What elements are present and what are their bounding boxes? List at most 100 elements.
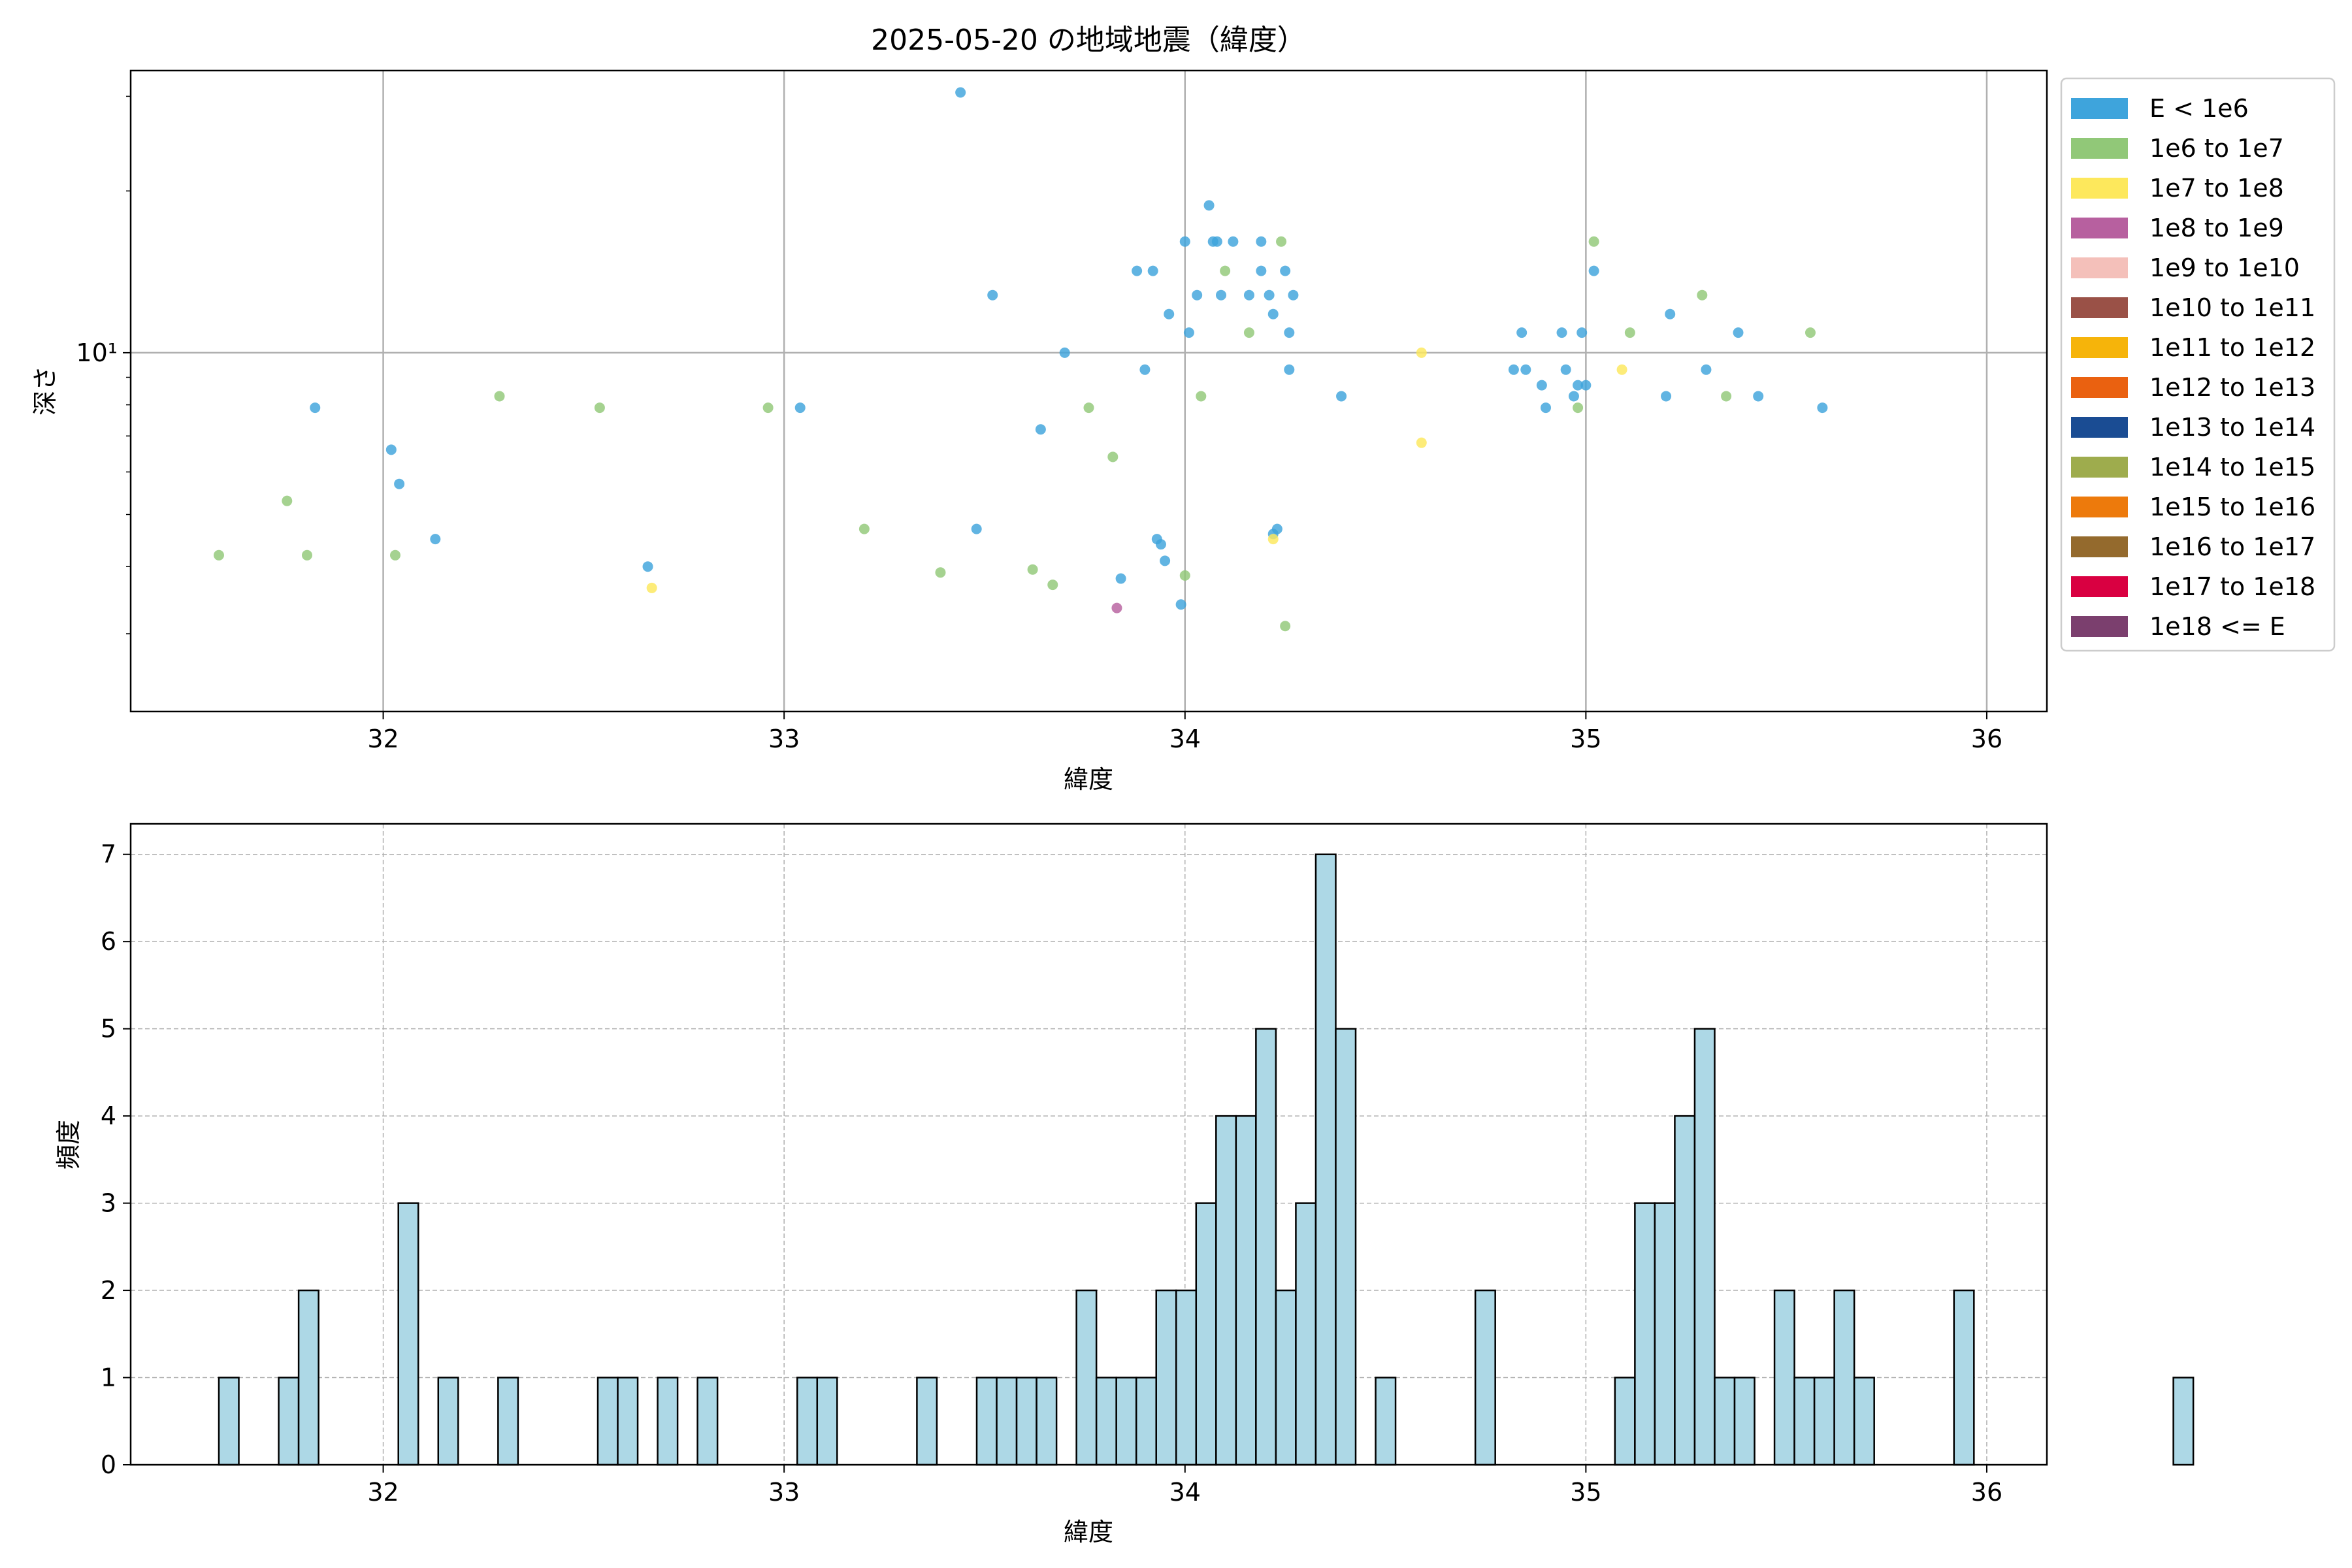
legend-label: E < 1e6 <box>2149 94 2249 123</box>
legend: E < 1e6 1e6 to 1e7 1e7 to 1e8 1e8 to 1e9 1e9… <box>2060 77 2336 652</box>
histogram-bar <box>278 1377 300 1466</box>
scatter-points <box>213 87 1828 632</box>
histogram-bar <box>1853 1377 1875 1466</box>
data-point <box>1573 380 1584 391</box>
legend-swatch <box>2071 218 2128 238</box>
histogram-y-tick-label: 3 <box>101 1189 116 1218</box>
data-point <box>935 567 946 578</box>
histogram-bars <box>218 853 2195 1466</box>
histogram-bar <box>1115 1377 1137 1466</box>
data-point <box>1817 402 1828 414</box>
data-point <box>1267 534 1279 545</box>
histogram-bar <box>1654 1202 1676 1466</box>
data-point <box>1179 570 1190 581</box>
histogram-x-tick-label: 35 <box>1570 1478 1601 1507</box>
histogram-bar <box>916 1377 938 1466</box>
histogram-x-tick-label: 32 <box>367 1478 399 1507</box>
data-point <box>1588 236 1599 247</box>
data-point <box>1276 236 1287 247</box>
legend-swatch <box>2071 337 2128 358</box>
data-point <box>1624 327 1635 338</box>
legend-label: 1e11 to 1e12 <box>2149 333 2315 362</box>
histogram-bar <box>497 1377 519 1466</box>
histogram-bar <box>1693 1028 1716 1466</box>
legend-swatch <box>2071 616 2128 637</box>
data-point <box>282 495 293 506</box>
legend-label: 1e8 to 1e9 <box>2149 214 2284 242</box>
data-point <box>1536 380 1547 391</box>
data-point <box>1256 236 1267 247</box>
histogram-bar <box>617 1377 639 1466</box>
data-point <box>646 582 657 593</box>
data-point <box>1115 573 1126 584</box>
data-point <box>1267 308 1279 319</box>
data-point <box>1211 236 1222 247</box>
data-point <box>1256 265 1267 276</box>
histogram-y-axis-label: 頻度 <box>54 1120 83 1169</box>
data-point <box>1215 289 1226 301</box>
data-point <box>494 391 505 402</box>
legend-label: 1e13 to 1e14 <box>2149 413 2315 442</box>
data-point <box>1243 289 1254 301</box>
scatter-x-axis-label: 緯度 <box>1064 765 1113 794</box>
legend-label: 1e6 to 1e7 <box>2149 134 2284 163</box>
data-point <box>1107 451 1119 463</box>
data-point <box>1576 327 1588 338</box>
scatter-x-tick-label: 33 <box>768 725 800 753</box>
data-point <box>1508 364 1519 375</box>
data-point <box>971 523 982 534</box>
histogram-bar <box>996 1377 1018 1466</box>
legend-swatch <box>2071 377 2128 398</box>
data-point <box>301 549 312 561</box>
histogram-bar <box>1793 1377 1816 1466</box>
data-point <box>1192 289 1203 301</box>
legend-label: 1e12 to 1e13 <box>2149 373 2315 402</box>
histogram-x-tick-label: 34 <box>1169 1478 1201 1507</box>
histogram-bar <box>1833 1289 1855 1466</box>
histogram-y-tick-label: 6 <box>101 927 116 956</box>
histogram-bar <box>1175 1289 1198 1466</box>
legend-swatch <box>2071 297 2128 318</box>
data-point <box>1753 391 1764 402</box>
legend-swatch <box>2071 178 2128 199</box>
legend-swatch <box>2071 98 2128 119</box>
chart-title: 2025-05-20 の地域地震（緯度） <box>871 24 1306 57</box>
data-point <box>1147 265 1158 276</box>
legend-label: 1e16 to 1e17 <box>2149 532 2315 561</box>
histogram-bar <box>796 1377 819 1466</box>
histogram-bar <box>816 1377 838 1466</box>
data-point <box>1203 200 1215 211</box>
data-point <box>1560 364 1571 375</box>
data-point <box>389 549 400 561</box>
histogram-bar <box>1015 1377 1037 1466</box>
data-point <box>1520 364 1531 375</box>
data-point <box>1220 265 1231 276</box>
histogram-bar <box>1235 1115 1257 1466</box>
data-point <box>594 402 605 414</box>
data-point <box>1697 289 1708 301</box>
scatter-x-tick-label: 36 <box>1971 725 2002 753</box>
data-point <box>1059 347 1070 358</box>
histogram-bar <box>1634 1202 1656 1466</box>
data-point <box>1280 621 1291 632</box>
legend-swatch <box>2071 257 2128 278</box>
data-point <box>1111 602 1122 613</box>
histogram-bar <box>1614 1377 1636 1466</box>
data-point <box>213 549 224 561</box>
legend-swatch <box>2071 576 2128 597</box>
data-point <box>1284 364 1295 375</box>
data-point <box>762 402 774 414</box>
data-point <box>1733 327 1744 338</box>
data-point <box>1588 265 1599 276</box>
legend-label: 1e18 <= E <box>2149 612 2285 641</box>
data-point <box>1132 265 1143 276</box>
histogram-bar <box>657 1377 679 1466</box>
histogram-bar <box>975 1377 998 1466</box>
histogram-bar <box>1275 1289 1297 1466</box>
histogram-bar <box>696 1377 719 1466</box>
data-point <box>1416 347 1427 358</box>
data-point <box>1580 380 1592 391</box>
histogram-bar <box>1155 1289 1177 1466</box>
